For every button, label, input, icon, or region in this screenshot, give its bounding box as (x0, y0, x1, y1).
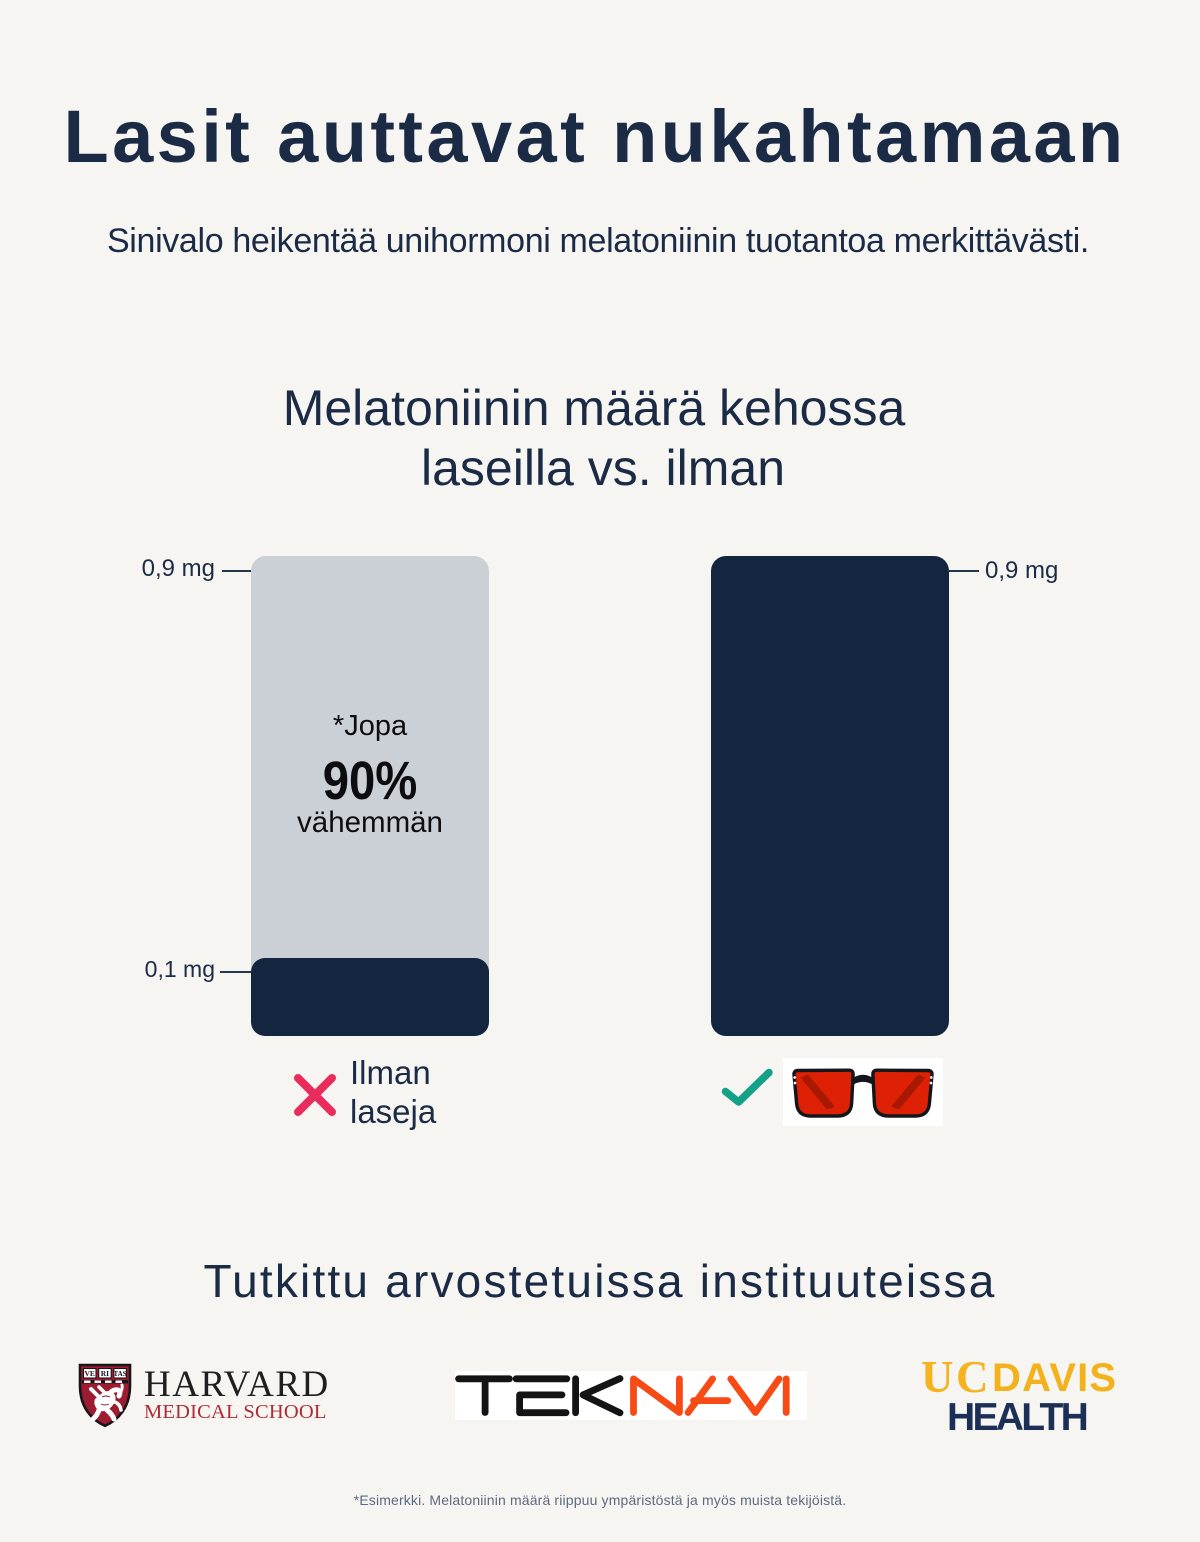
svg-text:VE: VE (84, 1369, 94, 1378)
svg-text:RI: RI (101, 1369, 109, 1378)
svg-text:TAS: TAS (114, 1370, 127, 1378)
